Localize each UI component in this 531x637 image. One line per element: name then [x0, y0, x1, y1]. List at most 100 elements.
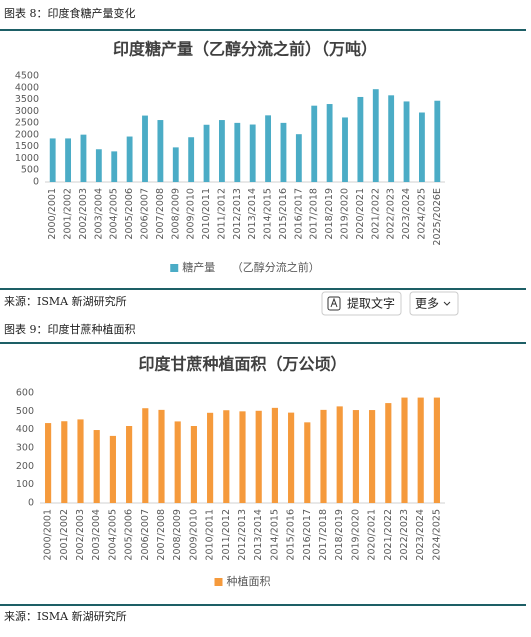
y-tick-label: 4500	[15, 71, 39, 82]
bar	[388, 95, 395, 182]
y-tick-label: 200	[16, 461, 34, 472]
bar	[188, 137, 195, 182]
x-tick-label: 2018/2019	[334, 509, 345, 561]
x-tick-label: 2013/2014	[253, 509, 264, 561]
x-tick-label: 2015/2016	[278, 188, 289, 240]
x-tick-label: 2002/2003	[78, 188, 89, 240]
legend-swatch	[170, 264, 179, 272]
bar	[311, 105, 318, 182]
more-button[interactable]: 更多	[409, 291, 459, 316]
bar	[271, 407, 278, 503]
x-tick-label: 2009/2010	[186, 188, 197, 240]
legend-label: 种植面积	[227, 574, 271, 588]
chevron	[443, 301, 451, 306]
bar	[255, 410, 262, 503]
bar	[77, 419, 84, 503]
x-tick-label: 2008/2009	[172, 509, 183, 561]
x-tick-label: 2014/2015	[263, 188, 274, 240]
bar	[111, 151, 118, 182]
x-tick-label: 2025/2026E	[432, 188, 443, 246]
legend-label: 糖产量 （乙醇分流之前）	[182, 260, 320, 274]
y-tick-label: 3000	[15, 106, 39, 117]
x-tick-label: 2013/2014	[247, 188, 258, 240]
bar	[207, 412, 214, 503]
x-tick-label: 2008/2009	[170, 188, 181, 240]
bar	[265, 115, 271, 182]
figure-caption: 图表 9：印度甘蔗种植面积	[4, 322, 136, 336]
bar	[288, 412, 295, 503]
x-tick-label: 2018/2019	[324, 188, 335, 240]
bar	[223, 410, 230, 503]
bar	[320, 409, 327, 503]
figure-source: 来源：ISMA 新湖研究所	[4, 609, 127, 623]
bar	[434, 100, 441, 182]
x-tick-label: 2021/2022	[383, 509, 394, 561]
bar	[142, 408, 149, 503]
bar	[65, 138, 71, 182]
button-label: 更多	[415, 297, 439, 311]
bar	[342, 117, 348, 182]
extract-button[interactable]: 提取文字	[321, 291, 402, 316]
button-frame	[321, 291, 402, 316]
y-tick-label: 400	[16, 424, 34, 435]
bar	[336, 406, 343, 503]
x-tick-label: 2011/2012	[216, 188, 227, 240]
bar	[190, 426, 197, 503]
bar	[357, 96, 364, 182]
x-tick-label: 2007/2008	[156, 509, 167, 561]
x-tick-label: 2000/2001	[47, 188, 58, 240]
bar	[126, 426, 133, 503]
chart-title: 印度甘蔗种植面积（万公顷）	[138, 355, 346, 374]
bar	[372, 89, 379, 182]
button-frame	[409, 291, 459, 316]
x-tick-label: 2019/2020	[350, 509, 361, 561]
x-tick-label: 2016/2017	[293, 188, 304, 240]
bar	[249, 124, 256, 182]
y-tick-label: 4000	[15, 82, 39, 93]
x-tick-label: 2010/2011	[201, 188, 212, 240]
y-tick-label: 1500	[15, 141, 39, 152]
bar	[326, 104, 333, 182]
bar	[385, 403, 392, 503]
y-tick-label: 600	[16, 388, 34, 399]
bar	[417, 397, 424, 503]
x-tick-label: 2006/2007	[140, 188, 151, 240]
bar	[419, 112, 425, 182]
x-tick-label: 2022/2023	[386, 188, 397, 240]
bar	[433, 397, 440, 503]
x-tick-label: 2015/2016	[286, 509, 297, 561]
x-tick-label: 2004/2005	[109, 188, 120, 240]
bar	[93, 430, 100, 503]
button-label: 提取文字	[347, 296, 395, 311]
x-tick-label: 2017/2018	[309, 188, 320, 240]
x-tick-label: 2019/2020	[340, 188, 351, 240]
bar	[403, 101, 410, 182]
x-tick-label: 2005/2006	[124, 509, 135, 561]
y-tick-label: 0	[33, 177, 39, 188]
bar	[239, 411, 246, 503]
x-tick-label: 2016/2017	[302, 509, 313, 561]
x-tick-label: 2017/2018	[318, 509, 329, 561]
x-tick-label: 2003/2004	[93, 188, 104, 240]
bar	[126, 136, 133, 182]
bar	[142, 115, 148, 182]
x-tick-label: 2005/2006	[124, 188, 135, 240]
x-tick-label: 2001/2002	[59, 509, 70, 561]
x-tick-label: 2021/2022	[370, 188, 381, 240]
x-tick-label: 2020/2021	[367, 509, 378, 561]
x-tick-label: 2000/2001	[43, 509, 54, 561]
bar	[174, 421, 181, 503]
figure-source: 来源：ISMA 新湖研究所	[4, 294, 127, 308]
x-tick-label: 2002/2003	[75, 509, 86, 561]
y-tick-label: 1000	[15, 153, 39, 164]
bar	[45, 423, 52, 503]
bar	[80, 134, 87, 182]
button-icon	[330, 297, 338, 308]
x-tick-label: 2012/2013	[232, 188, 243, 240]
chart-title: 印度糖产量（乙醇分流之前）（万吨）	[113, 40, 377, 59]
x-tick-label: 2023/2024	[401, 188, 412, 240]
bar	[280, 122, 287, 182]
y-tick-label: 2000	[15, 129, 39, 140]
bar	[158, 409, 165, 503]
bar	[369, 410, 376, 503]
